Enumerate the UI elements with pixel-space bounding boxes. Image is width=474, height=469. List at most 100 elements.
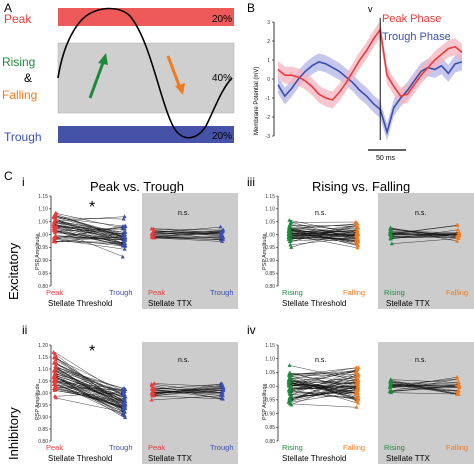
panelCii-point-peak [53, 377, 58, 381]
panelCi-pair-line [152, 232, 223, 237]
ttx-bg-i [142, 193, 238, 309]
panelCi-point-trough [122, 246, 127, 251]
panelCi-pair-line [54, 241, 125, 245]
panel-c-iv-plot: 1.15 1.10 1.05 1.00 0.95 0.90 0.85 0.80 [265, 343, 462, 445]
panelCiii-point-rising [389, 241, 394, 246]
label-amp: & [24, 71, 32, 85]
panelCiii-pair-line [390, 238, 459, 244]
panelCii-pair-line [54, 366, 125, 411]
panelCii-point-trough [121, 407, 126, 412]
panelCii-point-trough [121, 387, 126, 392]
rising-arrow-head [98, 53, 108, 65]
panelCiv-pair-line [289, 380, 358, 397]
panelCiv-pair-line [289, 367, 358, 376]
panelCiii-pair-line [289, 225, 358, 234]
panelCiv-point-falling [354, 394, 359, 399]
panelCi-pair-line [54, 220, 125, 237]
panelCi-pair-line [54, 215, 125, 235]
panelCiv-point-rising [287, 363, 292, 367]
panelCi-pair-line [54, 220, 125, 245]
panelCi-point-trough [122, 232, 127, 237]
panelCiii-pair-line [289, 224, 358, 227]
sub-i: i [22, 175, 25, 189]
panelCi-pair-line [54, 238, 125, 247]
panelCi-pair-line [54, 219, 125, 235]
label-trough: Trough [4, 130, 42, 144]
panelCii-pair-line [54, 390, 125, 403]
panelCiv-pair-line [289, 381, 358, 386]
panelCi-ytick-label-5: 0.90 [38, 258, 48, 264]
cat-falling-iii-ttx: Falling [446, 288, 468, 297]
panelCi-ytick-label-4: 0.95 [38, 245, 48, 251]
panelCiv-pair-line [289, 377, 358, 391]
panelCiii-ytick-label-3: 1.00 [265, 232, 275, 238]
ylabel-c-ii: PSP Amplitude [35, 383, 41, 420]
panelCiii-point-falling [355, 245, 360, 250]
panelCiv-pair-line [289, 382, 358, 392]
panelCiii-pair-line [289, 230, 358, 235]
panelCi-pair-line [54, 239, 125, 250]
panelCi-ytick-label-2: 1.05 [38, 220, 48, 226]
panelCiii-pair-line [289, 233, 358, 242]
panelCi-point-trough [218, 234, 223, 239]
panelCiv-pair-line [289, 382, 358, 390]
panelCiv-point-falling [456, 382, 461, 386]
panelCiv-pair-line [289, 386, 358, 402]
ns-ii-ttx: n.s. [178, 357, 189, 364]
cat-falling-iv: Falling [343, 443, 365, 452]
panelCii-pair-line [152, 384, 223, 393]
panelCii-point-peak [53, 357, 58, 362]
panelCii-pair-line [54, 370, 125, 405]
panelCii-pair-line [54, 370, 125, 401]
cat-trough-ii: Trough [109, 443, 133, 452]
panelCii-pair-line [54, 397, 125, 413]
cat-peak-i-ttx: Peak [148, 288, 165, 297]
panelCiv-point-rising [289, 372, 294, 377]
scalebar-label: 50 ms [376, 155, 396, 162]
panelCi-point-trough [121, 241, 126, 246]
panelCi-point-trough [122, 236, 127, 241]
panelCii-point-peak [51, 349, 56, 354]
panelCi-pair-line [54, 231, 125, 246]
panelCi-pair-line [54, 212, 125, 229]
panelCii-point-peak [152, 381, 157, 385]
ns-iv-ttx: n.s. [415, 357, 426, 364]
panelCi-point-peak [51, 223, 57, 228]
sine-wave [57, 7, 233, 139]
panel-b-ytick-label-4: -1 [266, 96, 271, 102]
panelCi-point-peak [151, 226, 156, 231]
panelCi-pair-line [54, 222, 125, 245]
panelCiii-pair-line [390, 234, 459, 236]
panelCi-pair-line [152, 228, 223, 234]
label-peak: Peak [4, 12, 32, 26]
panelCii-ytick-label-2: 1.10 [38, 367, 48, 373]
panelCi-point-peak [54, 218, 59, 222]
pct-mid: 40% [212, 73, 232, 84]
panelCi-ytick-label-0: 1.15 [38, 194, 48, 200]
panelCiv-point-falling [354, 375, 359, 379]
panelCi-pair-line [54, 215, 125, 238]
pct-trough: 20% [212, 131, 232, 142]
panelCiii-point-rising [289, 245, 294, 249]
panel-c-iii-plot: 1.15 1.10 1.05 1.00 0.95 0.90 0.85 0.80 [265, 194, 462, 290]
panelCii-point-trough [219, 393, 224, 398]
panelCi-pair-line [152, 236, 223, 238]
ttx-bg-iii [378, 193, 474, 309]
row-label-inhibitory: Inhibitory [6, 407, 21, 460]
panelCii-pair-line [152, 395, 223, 401]
sig-star-ii: * [89, 343, 95, 360]
panelCiii-pair-line [390, 229, 459, 240]
cat-peak-ii: Peak [46, 443, 63, 452]
panelCiv-pair-line [390, 384, 459, 387]
peak-band [58, 8, 234, 26]
panelCii-pair-line [152, 387, 223, 394]
panelCiv-pair-line [289, 391, 358, 394]
cond-threshold-iv: Stellate Threshold [282, 454, 346, 463]
panelCiii-pair-line [289, 224, 358, 240]
panelCii-point-peak [151, 392, 156, 396]
panelCiv-point-rising [288, 397, 293, 402]
panelCiv-pair-line [289, 391, 358, 399]
panelCii-pair-line [54, 375, 125, 398]
label-rising: Rising [2, 55, 35, 69]
panelCi-pair-line [54, 235, 125, 241]
